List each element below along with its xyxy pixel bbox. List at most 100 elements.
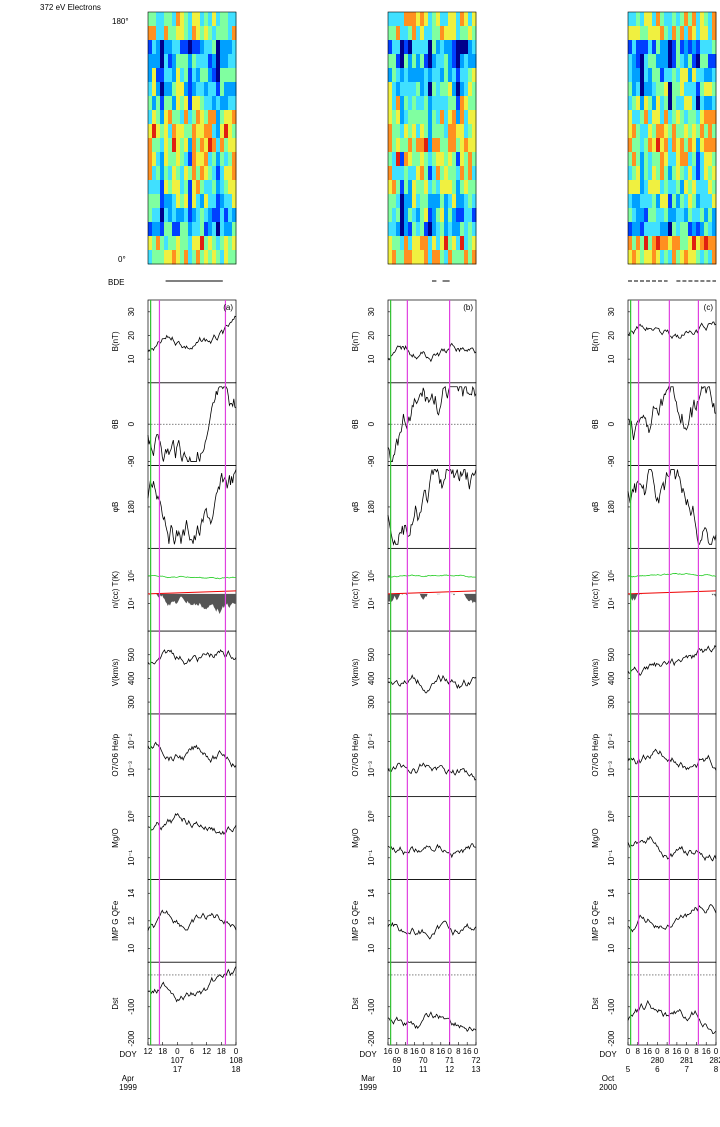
y-tick-label: -90 <box>607 455 616 467</box>
spectrogram-cell <box>688 68 693 83</box>
spectrogram-cell <box>644 250 649 265</box>
spectrogram-cell <box>472 180 477 195</box>
spectrogram-cell <box>156 236 161 251</box>
spectrogram-cell <box>172 82 177 97</box>
spectrogram-cell <box>436 110 441 125</box>
spectrogram-cell <box>696 124 701 139</box>
spectrogram-cell <box>456 12 461 27</box>
spectrogram-cell <box>680 138 685 153</box>
spectrogram-cell <box>648 68 653 83</box>
spectrogram-cell <box>224 124 229 139</box>
spectrogram-cell <box>176 54 181 69</box>
spectrogram-cell <box>228 68 233 83</box>
spectrogram-cell <box>188 68 193 83</box>
spectrogram-cell <box>216 250 221 265</box>
spectrogram-cell <box>452 68 457 83</box>
x-tick-hour: 0 <box>395 1047 400 1056</box>
spectrogram-cell <box>184 152 189 167</box>
spectrogram-cell <box>448 26 453 41</box>
spectrogram-cell <box>456 180 461 195</box>
panel-frame <box>627 796 717 880</box>
y-tick-label: -100 <box>367 998 376 1015</box>
spectrogram-cell <box>680 26 685 41</box>
panel-frame <box>147 879 237 963</box>
spectrogram-cell <box>644 26 649 41</box>
spectrogram-cell <box>168 12 173 27</box>
y-tick-label: 10 <box>607 943 616 952</box>
panel-label: n/(cc) T(K) <box>591 571 600 609</box>
spectrogram-cell <box>652 68 657 83</box>
spectrogram-cell <box>152 138 157 153</box>
spectrogram-cell <box>168 180 173 195</box>
spectrogram-cell <box>628 26 633 41</box>
spectrogram-cell <box>204 110 209 125</box>
spectrogram-cell <box>184 166 189 181</box>
spectrogram-cell <box>684 152 689 167</box>
panel-label: Dst <box>591 997 600 1010</box>
spectrogram-cell <box>228 54 233 69</box>
spectrogram-cell <box>652 166 657 181</box>
spectrogram-cell <box>156 222 161 237</box>
panel-label: Dst <box>111 997 120 1010</box>
panel-label: φB <box>351 502 360 513</box>
spectrogram-cell <box>188 26 193 41</box>
spectrogram-cell <box>176 152 181 167</box>
spectrogram-cell <box>232 12 237 27</box>
spectrogram-cell <box>668 54 673 69</box>
y-tick-label: -100 <box>607 998 616 1015</box>
spectrogram-cell <box>676 250 681 265</box>
spectrogram-cell <box>704 152 709 167</box>
spectrogram-cell <box>196 236 201 251</box>
spectrogram-cell <box>156 82 161 97</box>
spectrogram-cell <box>220 124 225 139</box>
spectrogram-cell <box>196 180 201 195</box>
spectrogram-cell <box>192 194 197 209</box>
spectrogram-cell <box>412 236 417 251</box>
trace <box>627 469 717 545</box>
spectrogram-cell <box>632 124 637 139</box>
spectrogram-cell <box>636 82 641 97</box>
spectrogram-cell <box>180 194 185 209</box>
spectrogram-cell <box>640 222 645 237</box>
spectrogram-cell <box>684 96 689 111</box>
spectrogram-cell <box>212 12 217 27</box>
x-tick-hour: 16 <box>702 1047 711 1056</box>
spectrogram-cell <box>432 166 437 181</box>
spectrogram-cell <box>420 54 425 69</box>
spectrogram-cell <box>172 12 177 27</box>
spectrogram-cell <box>444 12 449 27</box>
spectrogram-cell <box>212 82 217 97</box>
spectrogram-cell <box>388 236 393 251</box>
column-label: (a) <box>223 303 233 312</box>
spectrogram-cell <box>636 68 641 83</box>
spectrogram-cell <box>152 250 157 265</box>
spectrogram-cell <box>396 68 401 83</box>
spectrogram-cell <box>632 250 637 265</box>
spectrogram-cell <box>208 222 213 237</box>
spectrogram-cell <box>404 180 409 195</box>
spectrogram-cell <box>448 138 453 153</box>
spectrogram-cell <box>684 12 689 27</box>
spectrogram-cell <box>420 166 425 181</box>
spectrogram-cell <box>436 40 441 55</box>
spectrogram-cell <box>416 236 421 251</box>
spectrogram-cell <box>628 96 633 111</box>
spectrogram-cell <box>148 68 153 83</box>
spectrogram-cell <box>392 82 397 97</box>
spectrogram-cell <box>664 110 669 125</box>
spectrogram-cell <box>392 194 397 209</box>
spectrogram-cell <box>684 110 689 125</box>
spectrogram-cell <box>628 138 633 153</box>
spectrogram-cell <box>668 110 673 125</box>
spectrogram-cell <box>388 82 393 97</box>
spectrogram-cell <box>452 222 457 237</box>
spectrogram-cell <box>392 12 397 27</box>
spectrogram-cell <box>428 208 433 223</box>
spectrogram-cell <box>464 124 469 139</box>
panel-label: θB <box>591 419 600 429</box>
spectrogram-cell <box>220 96 225 111</box>
spectrogram-cell <box>656 40 661 55</box>
spectrogram-cell <box>644 68 649 83</box>
spectrogram-cell <box>180 96 185 111</box>
x-tick-hour: 8 <box>403 1047 408 1056</box>
